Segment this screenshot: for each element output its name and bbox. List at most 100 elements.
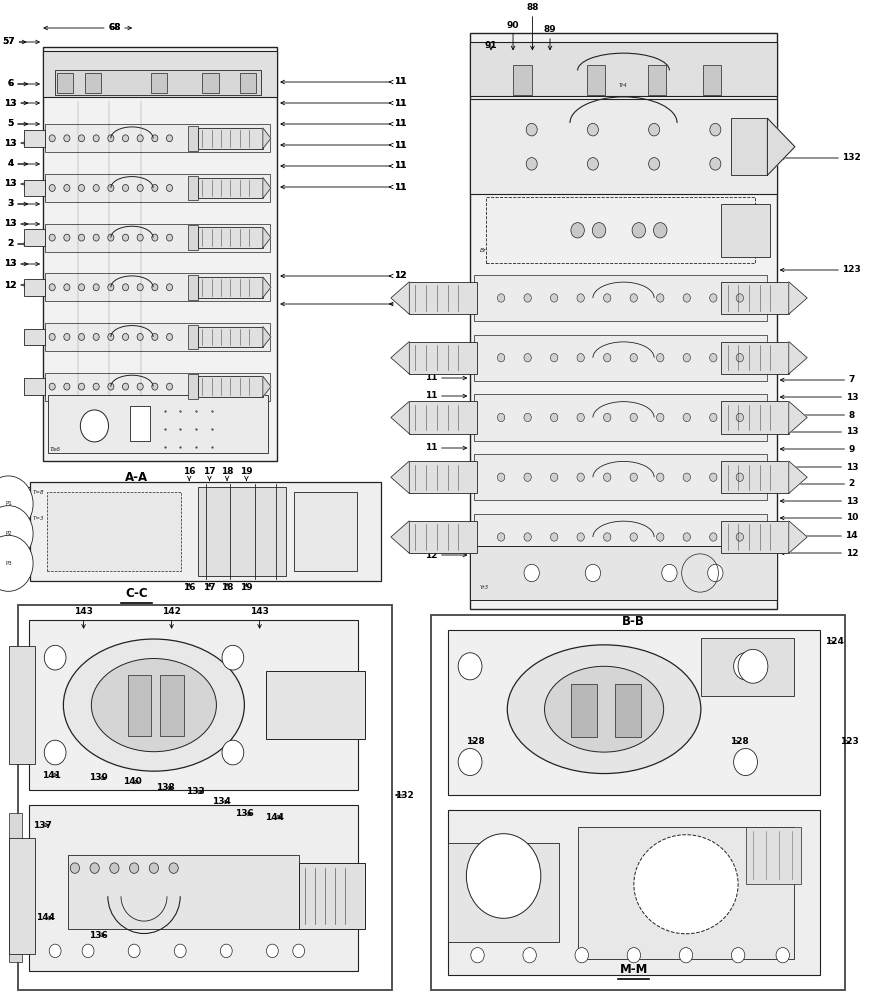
Text: P1: P1 [5,501,11,506]
Circle shape [708,564,723,582]
Circle shape [683,294,691,302]
Circle shape [93,284,99,291]
Circle shape [630,294,637,302]
Circle shape [78,383,84,390]
Bar [722,461,788,493]
Bar [198,277,263,298]
Circle shape [683,473,691,481]
Circle shape [604,354,611,362]
Text: 14: 14 [781,532,858,540]
Circle shape [738,649,768,683]
Text: T=8: T=8 [33,490,45,495]
Circle shape [551,473,558,481]
Circle shape [137,184,143,191]
Polygon shape [391,342,409,374]
Circle shape [49,135,55,142]
Text: 1: 1 [281,300,404,308]
Text: 142: 142 [162,607,181,628]
Circle shape [78,234,84,241]
Text: 124: 124 [825,638,844,647]
Circle shape [656,294,664,302]
Circle shape [93,184,99,191]
Text: 138: 138 [156,784,175,792]
Text: 11: 11 [281,161,407,170]
Bar [57,73,73,93]
Circle shape [166,383,172,390]
Circle shape [649,158,660,170]
Text: 8: 8 [781,410,855,420]
Circle shape [151,284,158,291]
Bar [722,521,788,553]
Bar [24,180,45,196]
Circle shape [630,354,637,362]
Bar [486,197,755,263]
Polygon shape [391,282,409,314]
Text: 11: 11 [390,99,407,107]
Circle shape [122,234,128,241]
Circle shape [656,473,664,481]
Circle shape [151,333,158,340]
Circle shape [577,473,584,481]
Circle shape [64,135,70,142]
Circle shape [93,135,99,142]
Bar [473,454,767,500]
Text: 88: 88 [526,3,539,50]
Circle shape [524,533,532,541]
Circle shape [64,234,70,241]
Text: 12: 12 [781,548,858,558]
Bar [473,514,767,560]
Circle shape [64,333,70,340]
Bar [473,335,767,381]
Circle shape [107,284,114,291]
Circle shape [497,533,505,541]
Circle shape [656,533,664,541]
Circle shape [710,123,721,136]
Circle shape [577,294,584,302]
Text: 13: 13 [4,99,27,107]
Circle shape [710,158,721,170]
Ellipse shape [92,659,216,752]
Text: 89: 89 [544,25,556,50]
Bar [409,521,477,553]
Text: 11: 11 [390,161,407,170]
Circle shape [588,123,598,136]
Text: 127: 127 [624,738,643,746]
Circle shape [737,354,744,362]
Bar [448,810,820,975]
Circle shape [93,383,99,390]
Bar [24,279,45,296]
Bar [30,482,382,581]
Circle shape [577,533,584,541]
Bar [45,174,270,202]
Circle shape [683,533,691,541]
Bar [722,204,770,257]
Circle shape [174,944,187,958]
Circle shape [107,184,114,191]
Text: 132: 132 [395,790,414,800]
Text: 11: 11 [281,182,407,192]
Circle shape [122,333,128,340]
Circle shape [709,294,717,302]
Bar [55,70,261,95]
Circle shape [169,863,179,873]
Circle shape [93,333,99,340]
Circle shape [150,863,158,873]
Text: 17: 17 [203,468,216,481]
Circle shape [604,413,611,422]
Circle shape [632,223,646,238]
Text: C-C: C-C [125,587,148,600]
Circle shape [592,223,605,238]
Text: 68: 68 [44,23,121,32]
Circle shape [604,473,611,481]
Bar [29,620,358,790]
Circle shape [649,123,660,136]
Bar [43,47,277,461]
Text: 126: 126 [502,932,522,942]
Circle shape [656,413,664,422]
Text: 12: 12 [281,271,407,280]
Circle shape [709,473,717,481]
Text: 16: 16 [183,583,195,592]
Bar [730,118,767,175]
Circle shape [293,944,304,958]
Circle shape [709,413,717,422]
